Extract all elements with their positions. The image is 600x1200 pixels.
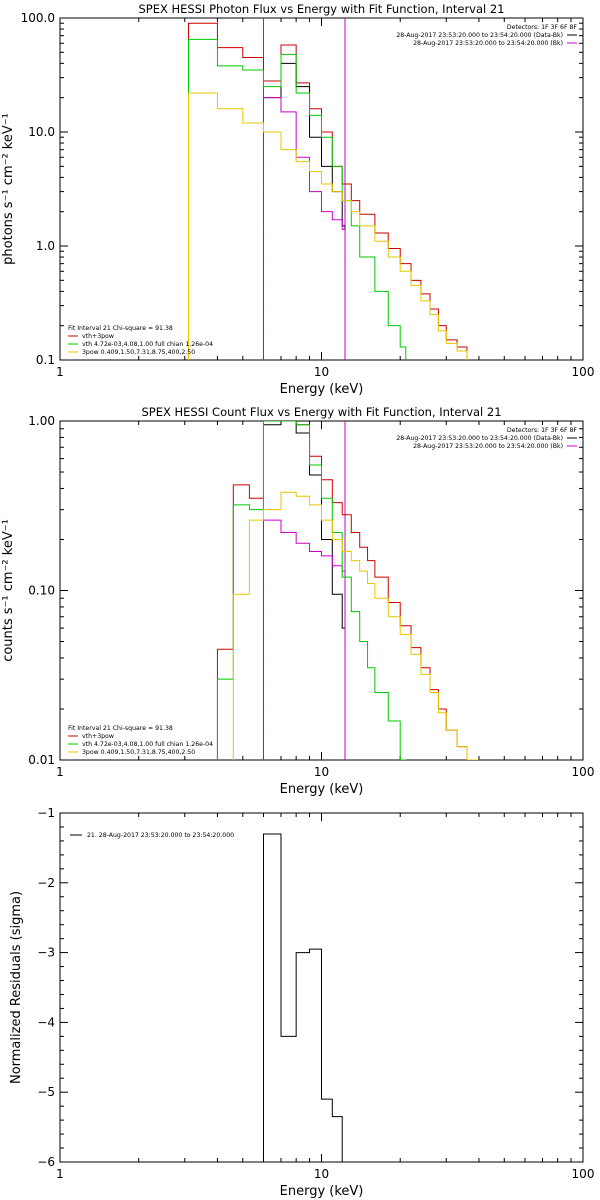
x-tick-label: 10 — [314, 765, 329, 779]
legend-fit-title: Fit Interval 21 Chi-square = 91.38 — [68, 325, 173, 332]
chart-title: SPEX HESSI Count Flux vs Energy with Fit… — [141, 405, 501, 419]
legend-entry: 21. 28-Aug-2017 23:53:20.000 to 23:54:20… — [87, 832, 234, 839]
x-tick-label: 10 — [314, 1167, 329, 1181]
x-axis-label: Energy (keV) — [280, 1184, 364, 1199]
y-axis-label: Normalized Residuals (sigma) — [9, 891, 24, 1084]
plot-area — [262, 833, 346, 1162]
chart-panel-1: SPEX HESSI Photon Flux vs Energy with Fi… — [1, 2, 594, 397]
x-tick-label: 1 — [56, 1167, 64, 1181]
series-histogram-1 — [216, 421, 479, 760]
y-tick-label: −4 — [37, 1015, 55, 1029]
y-tick-label: 10.0 — [28, 125, 55, 139]
y-tick-label: 100.0 — [21, 11, 55, 25]
series-histogram-1 — [262, 833, 346, 1162]
y-axis-label: counts s⁻¹ cm⁻² keV⁻¹ — [1, 519, 16, 662]
legend-entry: vth+3pow — [82, 333, 114, 340]
legend-entry: 28-Aug-2017 23:53:20.000 to 23:54:20.000… — [413, 443, 563, 450]
legend-fit-title: Fit Interval 21 Chi-square = 91.38 — [68, 725, 173, 732]
y-tick-label: −6 — [37, 1155, 55, 1169]
legend-detectors: Detectors: 1F 3F 6F 8F — [507, 24, 578, 31]
x-tick-label: 100 — [572, 365, 595, 379]
legend-entry: vth+3pow — [82, 733, 114, 740]
x-tick-label: 100 — [572, 765, 595, 779]
series-histogram-4 — [216, 421, 406, 760]
series-histogram-4 — [187, 38, 407, 360]
legend-entry: 28-Aug-2017 23:53:20.000 to 23:54:20.000… — [396, 32, 563, 39]
legend-entry: vth 4.72e-03,4.08,1.00 full chian 1.26e-… — [82, 741, 213, 748]
plot-area — [216, 421, 479, 760]
legend-entry: vth 4.72e-03,4.08,1.00 full chian 1.26e-… — [82, 341, 213, 348]
y-tick-label: 0.10 — [28, 584, 55, 598]
y-tick-label: 1.0 — [36, 239, 55, 253]
y-tick-label: 0.01 — [28, 753, 55, 767]
legend-detectors: Detectors: 1F 3F 6F 8F — [507, 427, 578, 434]
x-axis-label: Energy (keV) — [280, 382, 364, 397]
y-tick-label: 1.00 — [28, 414, 55, 428]
x-tick-label: 10 — [314, 365, 329, 379]
y-tick-label: −3 — [37, 946, 55, 960]
x-tick-label: 100 — [572, 1167, 595, 1181]
series-histogram-3 — [262, 97, 346, 360]
series-histogram-2 — [262, 421, 346, 760]
x-tick-label: 1 — [56, 365, 64, 379]
legend-entry: 3pow 0.409,1.50,7.31,8.75,400,2.50 — [82, 349, 195, 356]
y-tick-label: −2 — [37, 876, 55, 890]
legend-entry: 3pow 0.409,1.50,7.31,8.75,400,2.50 — [82, 749, 195, 756]
series-histogram-1 — [187, 22, 468, 360]
chart-panel-2: SPEX HESSI Count Flux vs Energy with Fit… — [1, 405, 594, 797]
chart-panel-3: 1 10 100 Energy (keV) −6 −5 −4 −3 −2 −1 Normalized… — [9, 806, 594, 1199]
legend-entry: 28-Aug-2017 23:53:20.000 to 23:54:20.000… — [413, 40, 563, 47]
y-axis-label: photons s⁻¹ cm⁻² keV⁻¹ — [1, 113, 16, 265]
x-tick-label: 1 — [56, 765, 64, 779]
series-histogram-5 — [232, 491, 479, 760]
y-tick-label: 0.1 — [36, 353, 55, 367]
legend-entry: 28-Aug-2017 23:53:20.000 to 23:54:20.000… — [396, 435, 563, 442]
y-tick-label: −5 — [37, 1085, 55, 1099]
series-histogram-3 — [262, 519, 346, 760]
y-tick-label: −1 — [37, 806, 55, 820]
chart-title: SPEX HESSI Photon Flux vs Energy with Fi… — [138, 2, 504, 16]
plot-area — [187, 18, 468, 360]
plot-frame — [59, 17, 584, 361]
series-histogram-5 — [187, 92, 468, 360]
x-axis-label: Energy (keV) — [280, 782, 364, 797]
